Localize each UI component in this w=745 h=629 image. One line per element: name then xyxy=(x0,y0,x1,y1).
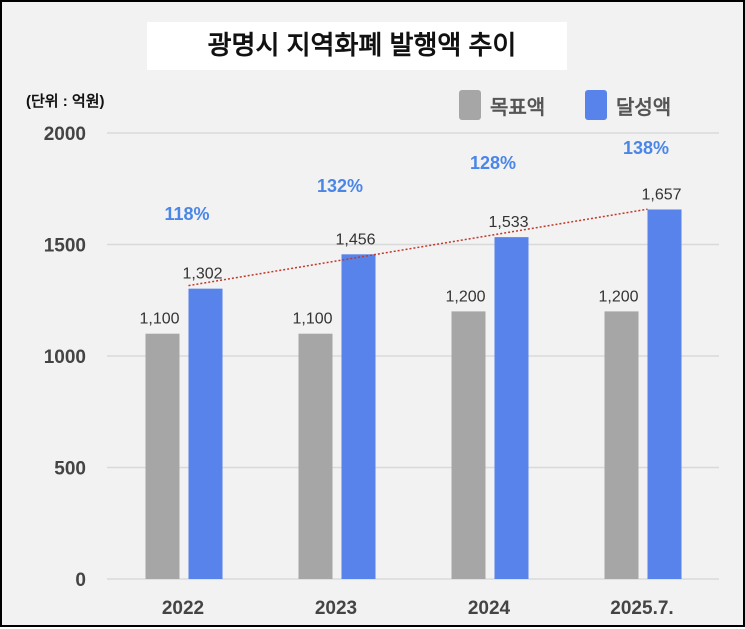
legend-swatch-achieved xyxy=(585,90,607,120)
achievement-rate-label: 132% xyxy=(317,176,363,196)
achievement-rate-label: 138% xyxy=(623,138,669,158)
bar-achieved xyxy=(647,209,682,579)
data-label: 1,200 xyxy=(445,288,485,305)
bar-achieved xyxy=(341,254,376,579)
legend-swatch-target xyxy=(459,90,481,120)
legend-label-achieved: 달성액 xyxy=(616,96,671,119)
chart-title: 광명시 지역화폐 발행액 추이 xyxy=(208,30,517,60)
x-tick-label: 2023 xyxy=(315,598,357,619)
y-tick-label: 500 xyxy=(54,459,86,480)
y-tick-label: 2000 xyxy=(44,124,86,145)
data-label: 1,456 xyxy=(335,231,375,248)
y-tick-label: 1500 xyxy=(44,236,86,257)
legend: 목표액 달성액 xyxy=(459,90,671,120)
y-tick-label: 1000 xyxy=(44,347,86,368)
bar-target xyxy=(145,333,180,579)
achievement-rate-label: 118% xyxy=(164,204,209,224)
x-tick-label: 2025.7. xyxy=(610,598,673,619)
trendline xyxy=(188,208,648,287)
bar-achieved xyxy=(494,237,529,580)
data-label: 1,100 xyxy=(139,311,179,328)
legend-label-target: 목표액 xyxy=(490,96,545,119)
achievement-rate-label: 128% xyxy=(470,153,516,173)
x-tick-label: 2024 xyxy=(468,598,511,619)
unit-label: (단위 : 억원) xyxy=(26,92,105,110)
data-label: 1,533 xyxy=(488,214,528,231)
data-label: 1,657 xyxy=(641,186,681,203)
bar-target xyxy=(298,333,333,579)
data-label: 1,200 xyxy=(598,288,638,305)
y-tick-label: 0 xyxy=(75,570,86,591)
data-label: 1,302 xyxy=(182,266,222,283)
title-background xyxy=(147,22,567,70)
data-label: 1,100 xyxy=(292,311,332,328)
bar-achieved xyxy=(188,288,223,579)
bar-target xyxy=(451,311,486,579)
bar-target xyxy=(604,311,639,579)
x-tick-label: 2022 xyxy=(162,598,204,619)
